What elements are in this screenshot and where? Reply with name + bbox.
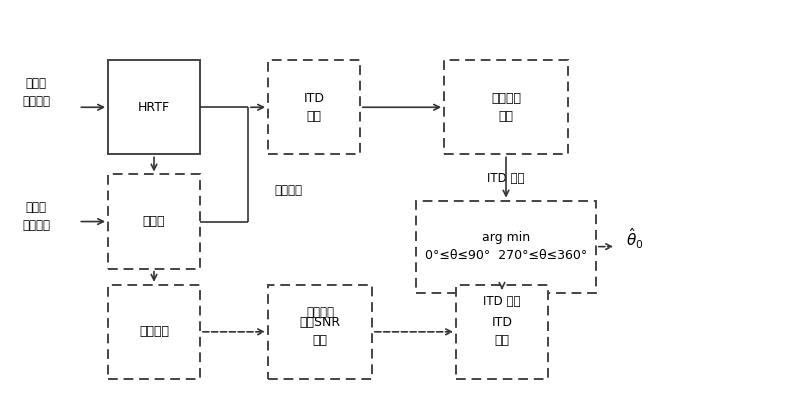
- FancyBboxPatch shape: [268, 60, 360, 154]
- Text: $\hat{\theta}_0$: $\hat{\theta}_0$: [626, 226, 643, 251]
- Text: 子带SNR
估计: 子带SNR 估计: [299, 316, 341, 347]
- Text: （训练）: （训练）: [274, 184, 302, 197]
- FancyBboxPatch shape: [108, 60, 200, 154]
- Text: 采集声
（测试）: 采集声 （测试）: [22, 201, 50, 232]
- Text: （测试）: （测试）: [306, 306, 334, 319]
- Text: HRTF: HRTF: [138, 101, 170, 114]
- FancyBboxPatch shape: [268, 285, 372, 379]
- Text: ITD
估计: ITD 估计: [303, 92, 325, 123]
- FancyBboxPatch shape: [444, 60, 568, 154]
- Text: ITD 参数: ITD 参数: [483, 296, 520, 308]
- FancyBboxPatch shape: [108, 174, 200, 269]
- Text: 模型参数
提取: 模型参数 提取: [491, 92, 521, 123]
- FancyBboxPatch shape: [416, 200, 596, 293]
- Text: 预处理: 预处理: [142, 215, 166, 228]
- FancyBboxPatch shape: [456, 285, 548, 379]
- Text: 端点检测: 端点检测: [139, 325, 169, 338]
- FancyBboxPatch shape: [108, 285, 200, 379]
- Text: arg min
0°≤θ≤90°  270°≤θ≤360°: arg min 0°≤θ≤90° 270°≤θ≤360°: [425, 231, 587, 262]
- Text: ITD 参数: ITD 参数: [487, 172, 524, 185]
- Text: 白噪声
（训练）: 白噪声 （训练）: [22, 77, 50, 108]
- Text: ITD
估计: ITD 估计: [491, 316, 513, 347]
